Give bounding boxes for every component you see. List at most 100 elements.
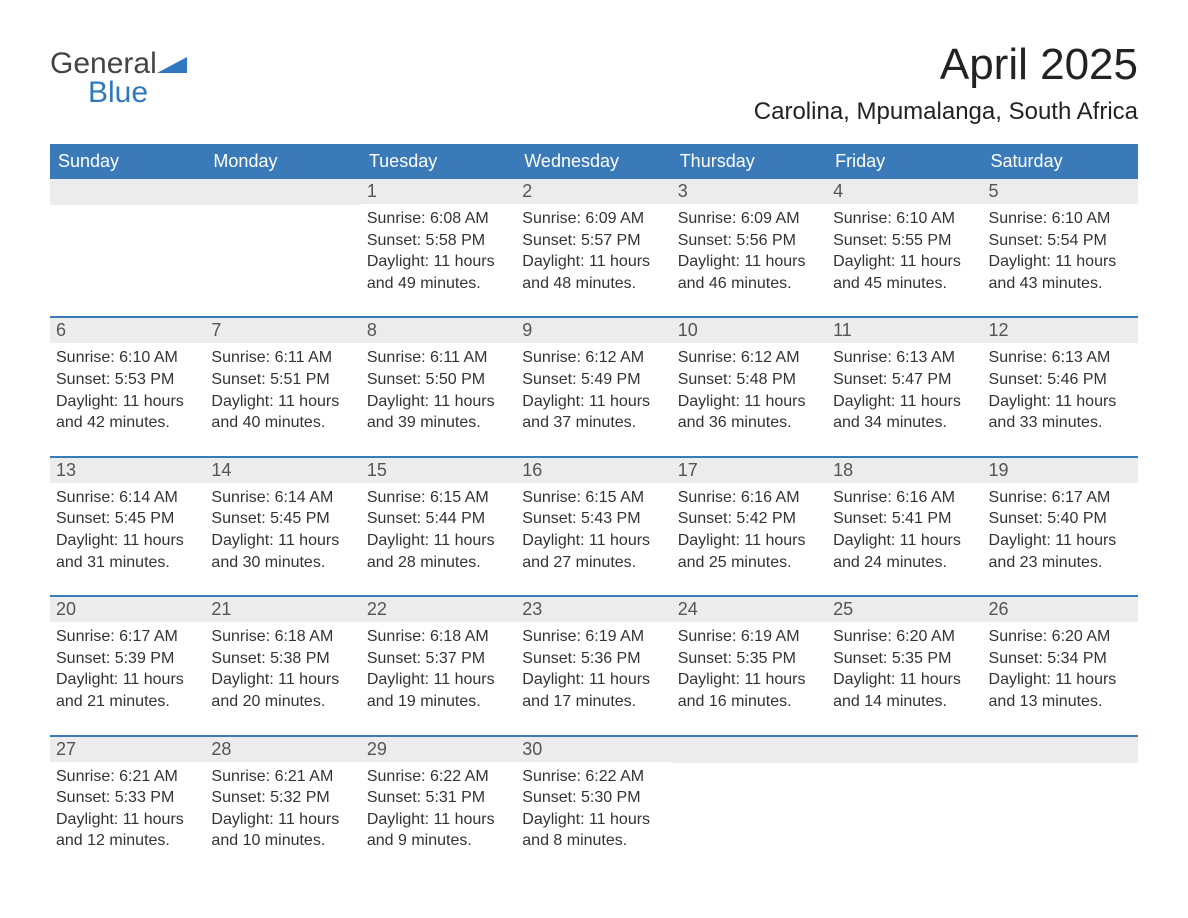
sunrise-text: Sunrise: 6:10 AM xyxy=(833,208,976,230)
sunrise-text: Sunrise: 6:22 AM xyxy=(367,766,510,788)
day-details: Sunrise: 6:13 AMSunset: 5:46 PMDaylight:… xyxy=(983,343,1138,433)
day-details: Sunrise: 6:20 AMSunset: 5:35 PMDaylight:… xyxy=(827,622,982,712)
daylight-text: Daylight: 11 hours and 9 minutes. xyxy=(367,809,510,852)
weekday-header: Thursday xyxy=(672,144,827,179)
calendar-day: 5Sunrise: 6:10 AMSunset: 5:54 PMDaylight… xyxy=(983,179,1138,308)
daylight-text: Daylight: 11 hours and 13 minutes. xyxy=(989,669,1132,712)
sunset-text: Sunset: 5:38 PM xyxy=(211,648,354,670)
day-details: Sunrise: 6:19 AMSunset: 5:35 PMDaylight:… xyxy=(672,622,827,712)
day-details: Sunrise: 6:09 AMSunset: 5:57 PMDaylight:… xyxy=(516,204,671,294)
daylight-text: Daylight: 11 hours and 23 minutes. xyxy=(989,530,1132,573)
calendar-day: 17Sunrise: 6:16 AMSunset: 5:42 PMDayligh… xyxy=(672,458,827,587)
sunset-text: Sunset: 5:35 PM xyxy=(833,648,976,670)
sunset-text: Sunset: 5:50 PM xyxy=(367,369,510,391)
daylight-text: Daylight: 11 hours and 34 minutes. xyxy=(833,391,976,434)
day-details: Sunrise: 6:13 AMSunset: 5:47 PMDaylight:… xyxy=(827,343,982,433)
sunset-text: Sunset: 5:44 PM xyxy=(367,508,510,530)
calendar-week: 13Sunrise: 6:14 AMSunset: 5:45 PMDayligh… xyxy=(50,456,1138,587)
day-details: Sunrise: 6:22 AMSunset: 5:31 PMDaylight:… xyxy=(361,762,516,852)
sunset-text: Sunset: 5:40 PM xyxy=(989,508,1132,530)
day-number: 1 xyxy=(361,179,516,204)
daylight-text: Daylight: 11 hours and 49 minutes. xyxy=(367,251,510,294)
day-details: Sunrise: 6:16 AMSunset: 5:41 PMDaylight:… xyxy=(827,483,982,573)
day-number: 15 xyxy=(361,458,516,483)
flag-icon xyxy=(157,51,187,73)
sunrise-text: Sunrise: 6:21 AM xyxy=(211,766,354,788)
daylight-text: Daylight: 11 hours and 12 minutes. xyxy=(56,809,199,852)
day-details: Sunrise: 6:18 AMSunset: 5:37 PMDaylight:… xyxy=(361,622,516,712)
daylight-text: Daylight: 11 hours and 33 minutes. xyxy=(989,391,1132,434)
day-number: 3 xyxy=(672,179,827,204)
daylight-text: Daylight: 11 hours and 17 minutes. xyxy=(522,669,665,712)
day-number: 20 xyxy=(50,597,205,622)
day-details: Sunrise: 6:11 AMSunset: 5:50 PMDaylight:… xyxy=(361,343,516,433)
day-details: Sunrise: 6:21 AMSunset: 5:32 PMDaylight:… xyxy=(205,762,360,852)
calendar-day xyxy=(827,737,982,866)
day-number: 21 xyxy=(205,597,360,622)
day-details: Sunrise: 6:18 AMSunset: 5:38 PMDaylight:… xyxy=(205,622,360,712)
day-number: 6 xyxy=(50,318,205,343)
calendar-day: 27Sunrise: 6:21 AMSunset: 5:33 PMDayligh… xyxy=(50,737,205,866)
sunset-text: Sunset: 5:54 PM xyxy=(989,230,1132,252)
calendar-day: 30Sunrise: 6:22 AMSunset: 5:30 PMDayligh… xyxy=(516,737,671,866)
sunset-text: Sunset: 5:45 PM xyxy=(211,508,354,530)
calendar-day: 10Sunrise: 6:12 AMSunset: 5:48 PMDayligh… xyxy=(672,318,827,447)
calendar-day: 13Sunrise: 6:14 AMSunset: 5:45 PMDayligh… xyxy=(50,458,205,587)
calendar: Sunday Monday Tuesday Wednesday Thursday… xyxy=(50,144,1138,866)
calendar-day xyxy=(672,737,827,866)
day-number: 11 xyxy=(827,318,982,343)
day-details: Sunrise: 6:21 AMSunset: 5:33 PMDaylight:… xyxy=(50,762,205,852)
sunrise-text: Sunrise: 6:13 AM xyxy=(989,347,1132,369)
calendar-day: 1Sunrise: 6:08 AMSunset: 5:58 PMDaylight… xyxy=(361,179,516,308)
sunrise-text: Sunrise: 6:15 AM xyxy=(522,487,665,509)
daylight-text: Daylight: 11 hours and 27 minutes. xyxy=(522,530,665,573)
calendar-day: 2Sunrise: 6:09 AMSunset: 5:57 PMDaylight… xyxy=(516,179,671,308)
day-number: 5 xyxy=(983,179,1138,204)
weekday-header: Saturday xyxy=(983,144,1138,179)
daylight-text: Daylight: 11 hours and 16 minutes. xyxy=(678,669,821,712)
sunrise-text: Sunrise: 6:19 AM xyxy=(522,626,665,648)
calendar-week: 1Sunrise: 6:08 AMSunset: 5:58 PMDaylight… xyxy=(50,179,1138,308)
daylight-text: Daylight: 11 hours and 21 minutes. xyxy=(56,669,199,712)
sunrise-text: Sunrise: 6:08 AM xyxy=(367,208,510,230)
day-details: Sunrise: 6:17 AMSunset: 5:40 PMDaylight:… xyxy=(983,483,1138,573)
day-details: Sunrise: 6:12 AMSunset: 5:49 PMDaylight:… xyxy=(516,343,671,433)
day-number: 28 xyxy=(205,737,360,762)
sunset-text: Sunset: 5:34 PM xyxy=(989,648,1132,670)
location-subtitle: Carolina, Mpumalanga, South Africa xyxy=(754,98,1138,126)
sunrise-text: Sunrise: 6:09 AM xyxy=(678,208,821,230)
calendar-day: 14Sunrise: 6:14 AMSunset: 5:45 PMDayligh… xyxy=(205,458,360,587)
day-details: Sunrise: 6:12 AMSunset: 5:48 PMDaylight:… xyxy=(672,343,827,433)
calendar-day: 24Sunrise: 6:19 AMSunset: 5:35 PMDayligh… xyxy=(672,597,827,726)
sunset-text: Sunset: 5:31 PM xyxy=(367,787,510,809)
sunrise-text: Sunrise: 6:14 AM xyxy=(211,487,354,509)
day-number: 17 xyxy=(672,458,827,483)
sunset-text: Sunset: 5:49 PM xyxy=(522,369,665,391)
weekday-header: Tuesday xyxy=(361,144,516,179)
day-number xyxy=(983,737,1138,763)
daylight-text: Daylight: 11 hours and 43 minutes. xyxy=(989,251,1132,294)
calendar-day: 20Sunrise: 6:17 AMSunset: 5:39 PMDayligh… xyxy=(50,597,205,726)
day-number: 19 xyxy=(983,458,1138,483)
calendar-day: 28Sunrise: 6:21 AMSunset: 5:32 PMDayligh… xyxy=(205,737,360,866)
day-details: Sunrise: 6:09 AMSunset: 5:56 PMDaylight:… xyxy=(672,204,827,294)
sunset-text: Sunset: 5:56 PM xyxy=(678,230,821,252)
daylight-text: Daylight: 11 hours and 39 minutes. xyxy=(367,391,510,434)
day-details: Sunrise: 6:22 AMSunset: 5:30 PMDaylight:… xyxy=(516,762,671,852)
calendar-week: 6Sunrise: 6:10 AMSunset: 5:53 PMDaylight… xyxy=(50,316,1138,447)
daylight-text: Daylight: 11 hours and 46 minutes. xyxy=(678,251,821,294)
sunset-text: Sunset: 5:46 PM xyxy=(989,369,1132,391)
header: General Blue April 2025 Carolina, Mpumal… xyxy=(50,40,1138,126)
calendar-day: 3Sunrise: 6:09 AMSunset: 5:56 PMDaylight… xyxy=(672,179,827,308)
day-number: 18 xyxy=(827,458,982,483)
calendar-day: 11Sunrise: 6:13 AMSunset: 5:47 PMDayligh… xyxy=(827,318,982,447)
sunrise-text: Sunrise: 6:19 AM xyxy=(678,626,821,648)
sunrise-text: Sunrise: 6:15 AM xyxy=(367,487,510,509)
sunrise-text: Sunrise: 6:18 AM xyxy=(211,626,354,648)
sunset-text: Sunset: 5:36 PM xyxy=(522,648,665,670)
calendar-week: 27Sunrise: 6:21 AMSunset: 5:33 PMDayligh… xyxy=(50,735,1138,866)
sunrise-text: Sunrise: 6:11 AM xyxy=(211,347,354,369)
sunrise-text: Sunrise: 6:16 AM xyxy=(833,487,976,509)
calendar-day: 25Sunrise: 6:20 AMSunset: 5:35 PMDayligh… xyxy=(827,597,982,726)
sunrise-text: Sunrise: 6:14 AM xyxy=(56,487,199,509)
